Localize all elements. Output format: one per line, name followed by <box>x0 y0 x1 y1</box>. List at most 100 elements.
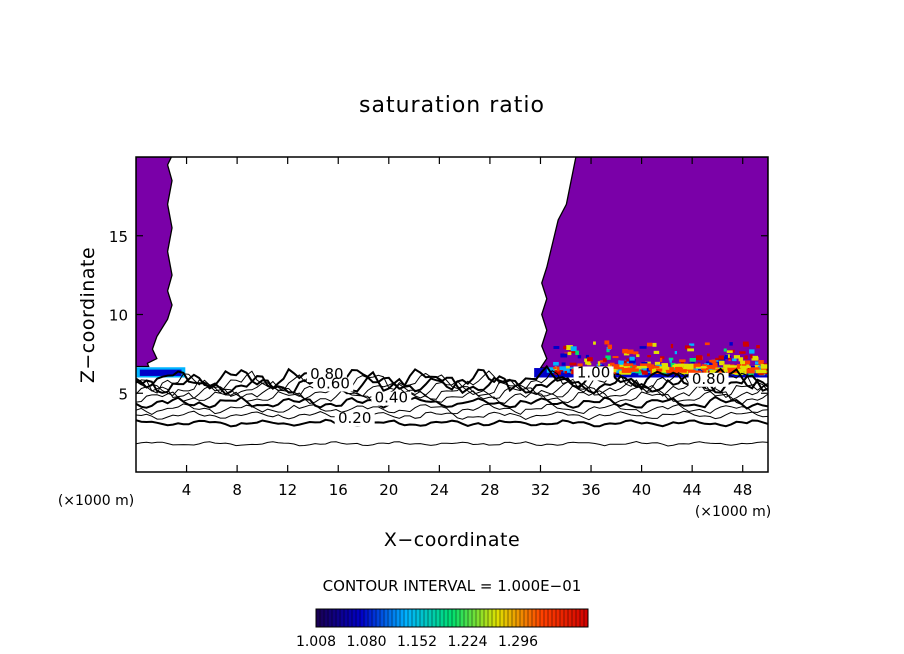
supersat-speck <box>635 370 642 374</box>
plot-area: 0.200.400.800.601.00 0.80 <box>135 156 769 473</box>
cloud-edge-right <box>539 157 768 369</box>
supersat-speck <box>659 357 663 362</box>
supersat-speck <box>623 351 630 356</box>
supersat-speck <box>563 345 567 350</box>
supersat-speck <box>674 351 677 355</box>
supersat-speck <box>749 349 755 354</box>
supersat-speck <box>553 366 557 370</box>
supersat-speck <box>729 342 733 346</box>
supersat-speck <box>689 363 701 367</box>
x-tick-label: 44 <box>683 481 702 499</box>
supersat-speck <box>632 365 637 368</box>
supersat-speck <box>604 340 610 345</box>
supersat-speck <box>633 351 639 355</box>
supersat-speck <box>577 355 582 359</box>
contour-line <box>136 373 768 396</box>
supersat-speck <box>627 367 639 372</box>
supersat-speck <box>740 360 746 366</box>
supersat-speck <box>750 354 753 359</box>
contour-line <box>136 418 768 428</box>
supersat-speck <box>629 356 635 361</box>
x-tick-label: 48 <box>733 481 752 499</box>
supersat-speck <box>674 363 685 366</box>
supersat-speck <box>597 361 601 366</box>
supersat-speck <box>640 363 652 367</box>
supersat-speck <box>567 351 572 356</box>
supersat-speck <box>758 360 764 365</box>
supersat-speck <box>559 366 567 371</box>
y-tick-label: 5 <box>118 385 128 403</box>
supersat-speck <box>715 361 720 366</box>
supersat-speck <box>605 355 611 360</box>
contour-label: 0.60 <box>316 375 349 393</box>
supersat-speck <box>654 361 661 366</box>
supersat-speck <box>736 364 742 369</box>
supersat-speck <box>636 354 640 358</box>
supersat-speck <box>587 357 593 362</box>
supersat-speck <box>755 369 767 374</box>
supersat-speck <box>565 365 570 369</box>
colorbar-label: 1.080 <box>346 634 386 650</box>
y-tick-label: 15 <box>109 228 128 246</box>
contour-line <box>136 364 768 393</box>
supersat-speck <box>723 364 731 368</box>
supersat-speck <box>627 364 633 369</box>
supersat-speck <box>639 369 644 373</box>
supersat-speck <box>689 357 696 362</box>
x-tick-label: 12 <box>278 481 297 499</box>
supersat-speck <box>607 344 613 350</box>
supersat-speck <box>723 348 727 352</box>
contour-line <box>136 410 768 421</box>
supersat-speck <box>585 354 589 359</box>
supersat-speck <box>639 346 647 349</box>
supersat-speck <box>738 357 744 362</box>
supersat-speck <box>670 343 674 349</box>
supersat-speck <box>741 364 747 368</box>
supersat-speck <box>628 358 636 364</box>
supersat-speck <box>742 370 749 373</box>
x-tick-label: 4 <box>182 481 192 499</box>
contour-label: 0.20 <box>338 409 371 427</box>
supersat-speck <box>651 367 663 372</box>
supersat-speck <box>613 364 620 369</box>
colorbar-label: 1.296 <box>498 634 538 650</box>
supersat-speck <box>672 364 684 369</box>
colorbar: 1.008 1.080 1.152 1.224 1.296 <box>296 608 589 650</box>
supersat-speck <box>746 368 755 374</box>
supersat-speck <box>602 358 607 362</box>
supersat-speck <box>618 368 624 373</box>
supersat-speck <box>706 353 710 357</box>
supersat-speck <box>727 357 732 360</box>
supersat-speck <box>739 365 751 368</box>
supersat-speck <box>623 364 631 370</box>
supersat-speck <box>696 355 703 361</box>
supersat-speck <box>626 358 629 362</box>
supersat-speck <box>648 366 653 371</box>
supersat-speck <box>709 361 712 366</box>
supersat-speck <box>553 346 560 349</box>
supersat-speck <box>646 342 653 347</box>
supersat-speck <box>607 363 613 369</box>
cloud-region-right <box>540 157 768 369</box>
supersat-speck <box>704 342 710 346</box>
supersat-speck <box>756 345 760 349</box>
supersat-speck <box>749 367 760 370</box>
contour-label-bg <box>371 391 412 406</box>
supersat-band <box>139 369 182 376</box>
supersat-speck <box>742 341 749 345</box>
supersat-speck <box>641 370 648 375</box>
supersat-speck <box>661 364 669 369</box>
supersat-speck <box>719 360 725 366</box>
supersat-speck <box>676 369 687 373</box>
supersat-speck <box>618 360 624 366</box>
contour-label: 0.80 <box>692 370 725 388</box>
supersat-speck <box>610 362 615 366</box>
contour-line <box>136 383 768 401</box>
contour-line <box>136 403 768 415</box>
contour-label-bg <box>688 372 729 387</box>
supersat-speck <box>647 364 655 369</box>
supersat-speck <box>728 358 731 362</box>
contour-label-bg <box>334 412 375 427</box>
supersat-speck <box>739 351 746 354</box>
x-tick-label: 16 <box>329 481 348 499</box>
